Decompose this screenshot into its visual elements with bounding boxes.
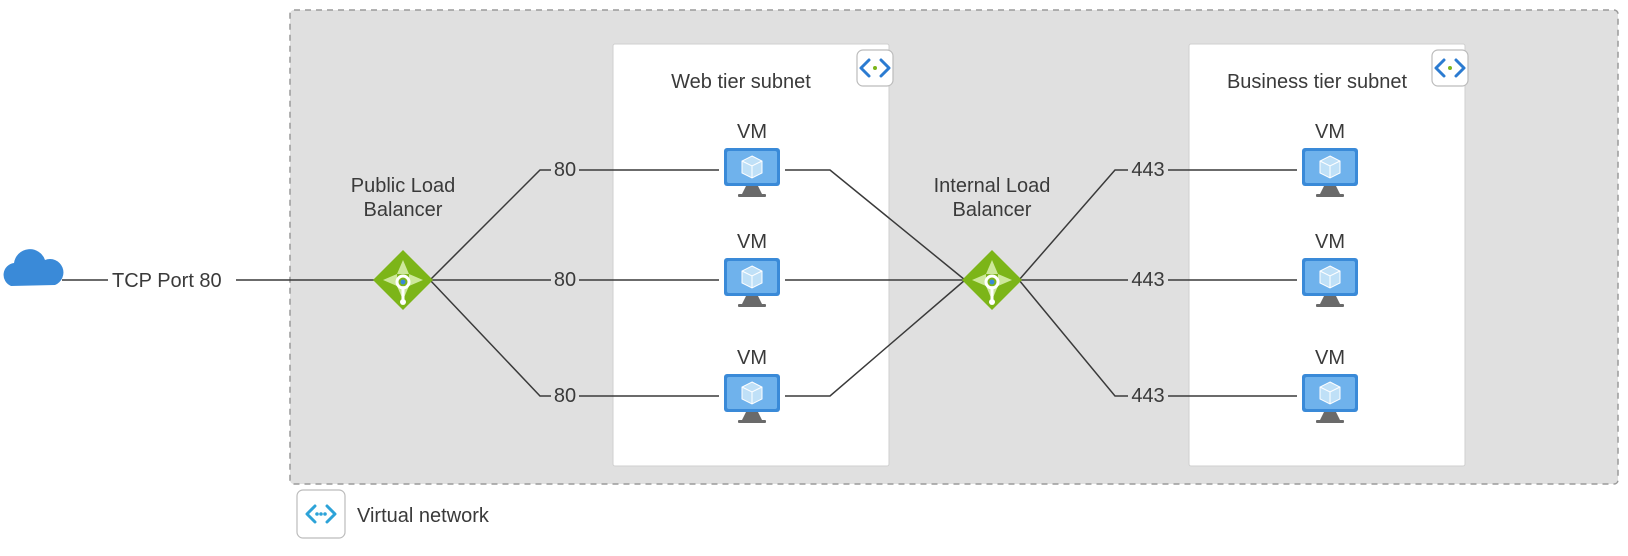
port-label-web: 80 [554,159,576,181]
port-label-biz: 443 [1131,159,1164,181]
tcp-port-label: TCP Port 80 [112,270,222,292]
biz-vm-1-label: VM [1315,231,1345,253]
port-label-web: 80 [554,385,576,407]
web-vm-0-label: VM [737,121,767,143]
port-label-web: 80 [554,269,576,291]
web-vm-1-label: VM [737,231,767,253]
biz-subnet-badge-icon [1432,50,1468,86]
public-lb-label: Public Load [351,175,456,197]
cloud-icon [4,249,64,286]
port-label-biz: 443 [1131,269,1164,291]
web-vm-2-label: VM [737,347,767,369]
biz-vm-2-label: VM [1315,347,1345,369]
internal-lb-label: Balancer [953,199,1032,221]
internal-lb-label: Internal Load [934,175,1051,197]
web-subnet-badge-icon [857,50,893,86]
public-lb-label: Balancer [364,199,443,221]
web-subnet-title: Web tier subnet [671,71,811,93]
business-subnet-title: Business tier subnet [1227,71,1408,93]
vnet-label: Virtual network [357,505,490,527]
port-label-biz: 443 [1131,385,1164,407]
biz-vm-0-label: VM [1315,121,1345,143]
vnet-badge-icon [297,490,345,538]
